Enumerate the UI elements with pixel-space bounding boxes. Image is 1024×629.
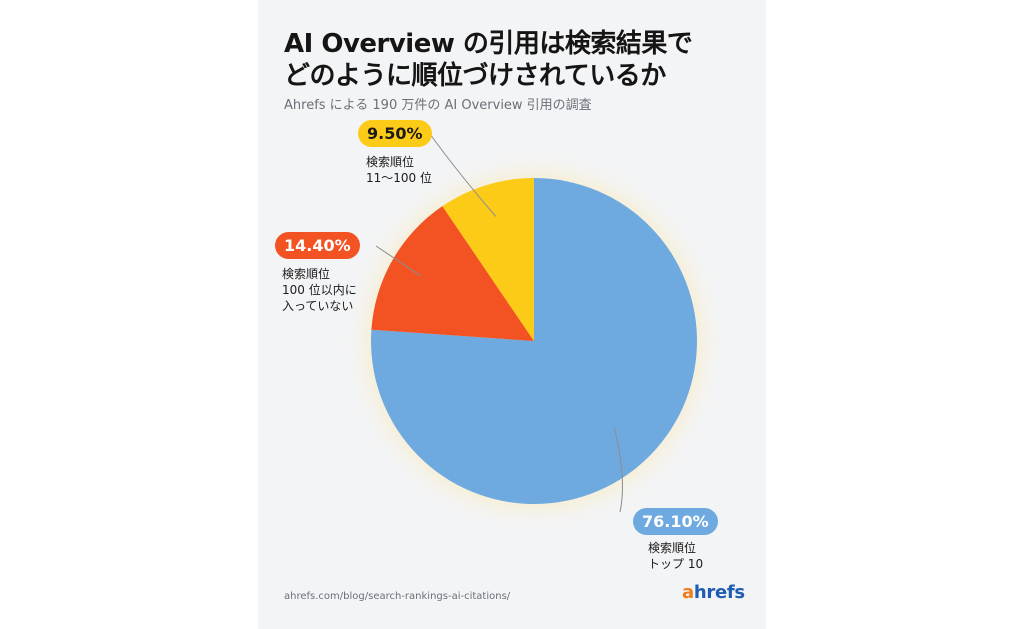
pie-chart (368, 133, 700, 513)
leader-line (613, 426, 623, 513)
slice-label-line: 検索順位 (648, 541, 697, 555)
chart-subtitle: Ahrefs による 190 万件の AI Overview 引用の調査 (284, 98, 592, 113)
leader-line (429, 133, 497, 217)
leader-lines (375, 133, 623, 513)
ahrefs-logo: ahrefs (682, 582, 745, 603)
slice-label-rank-11-100: 検索順位 11〜100 位 (366, 154, 432, 186)
slice-label-top-10: 検索順位 トップ 10 (648, 540, 703, 572)
infographic-card: AI Overview の引用は検索結果で どのように順位づけされているか Ah… (258, 0, 766, 629)
title-line-2: どのように順位づけされているか (284, 61, 666, 91)
pie-slice-not-in-100 (371, 206, 534, 341)
slice-label-line: 検索順位 (282, 267, 331, 281)
pie-slice-rank-11-100 (442, 178, 534, 341)
data-label-top-10: 76.10% (633, 508, 718, 535)
source-url: ahrefs.com/blog/search-rankings-ai-citat… (284, 591, 511, 602)
data-label-not-in-100: 14.40% (275, 232, 360, 259)
title-line-1: AI Overview の引用は検索結果で (284, 29, 693, 59)
data-label-rank-11-100: 9.50% (358, 120, 432, 147)
logo-rest: hrefs (693, 582, 745, 603)
slice-label-line: トップ 10 (648, 557, 704, 571)
slice-label-not-in-100: 検索順位 100 位以内に 入っていない (282, 266, 357, 314)
slice-label-line: 入っていない (282, 299, 354, 313)
slice-label-line: 検索順位 (366, 155, 415, 169)
logo-initial: a (682, 582, 694, 603)
chart-title: AI Overview の引用は検索結果で どのように順位づけされているか (284, 28, 754, 92)
slice-label-line: 100 位以内に (282, 283, 357, 297)
slice-label-line: 11〜100 位 (366, 171, 432, 185)
leader-line (375, 245, 422, 277)
pie-slices (371, 178, 697, 505)
